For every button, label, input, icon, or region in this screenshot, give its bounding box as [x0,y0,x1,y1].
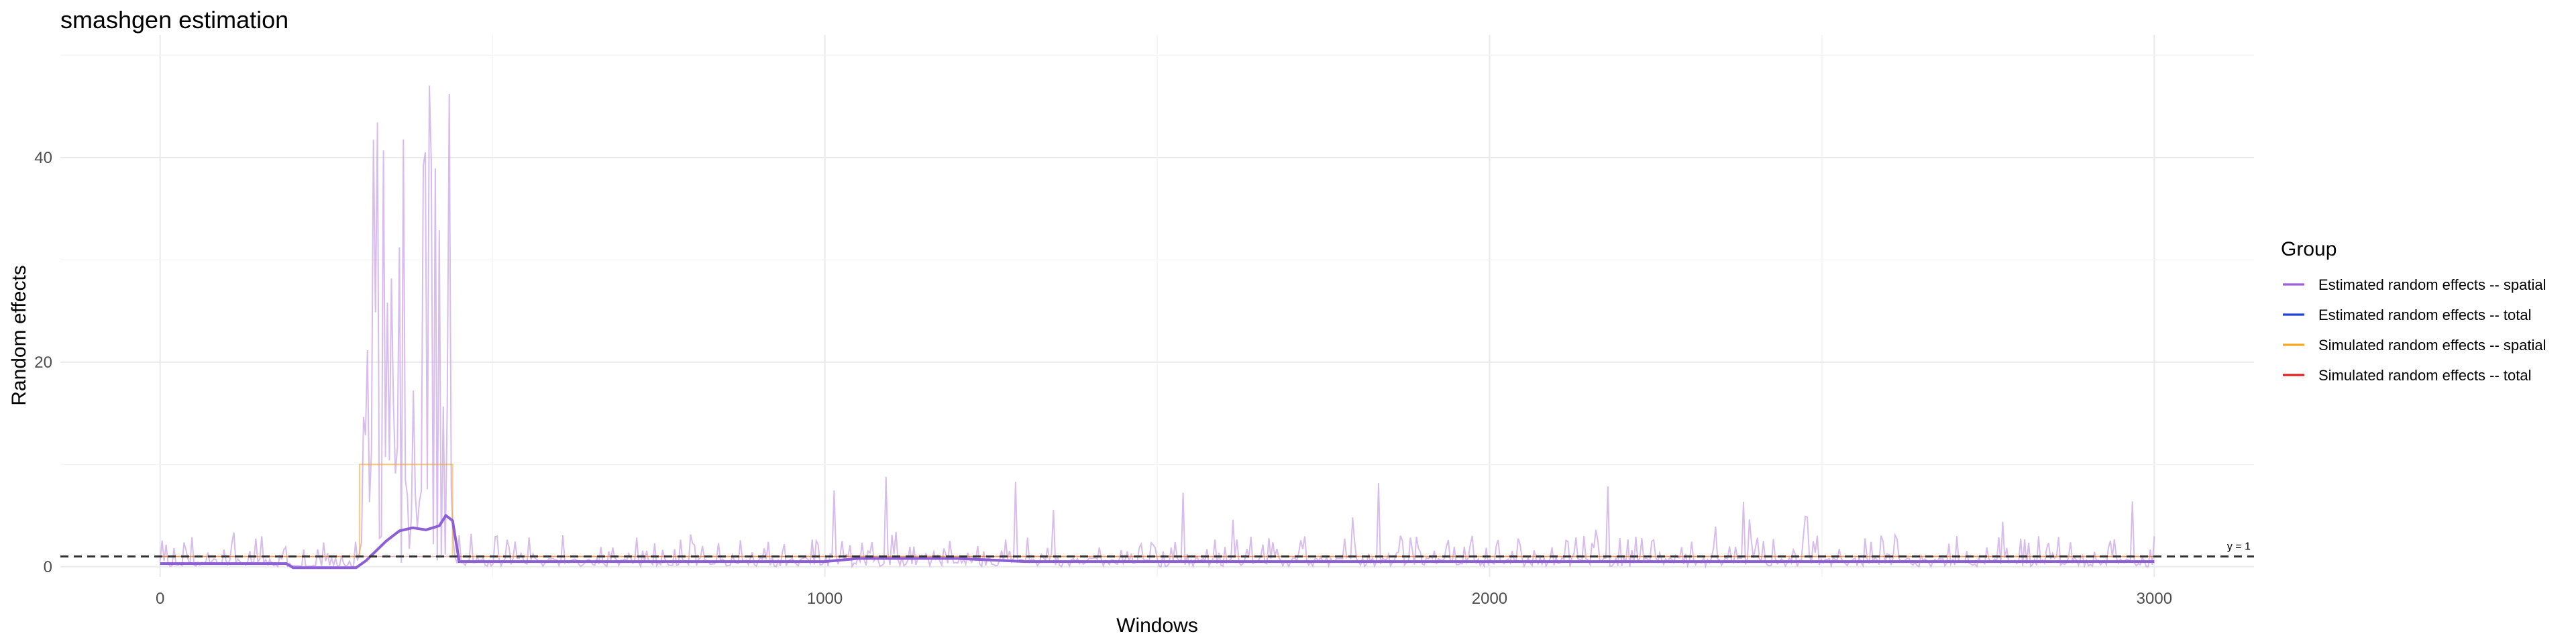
legend-label: Estimated random effects -- total [2318,307,2532,323]
y-tick-label: 40 [34,149,52,167]
legend: Group Estimated random effects -- spatia… [2281,238,2546,384]
x-tick-label: 0 [156,590,164,608]
x-tick-label: 1000 [807,590,843,608]
plot-title: smashgen estimation [60,6,288,34]
y-axis: 0 20 40 [34,149,52,576]
reference-line-label: y = 1 [2227,541,2251,553]
legend-label: Simulated random effects -- total [2318,367,2532,384]
reference-line-group: y = 1 [60,541,2254,558]
legend-title: Group [2281,238,2337,260]
legend-label: Estimated random effects -- spatial [2318,276,2546,293]
series-estimated-total-line [160,513,2155,570]
y-axis-title: Random effects [8,265,30,406]
legend-label: Simulated random effects -- spatial [2318,337,2546,354]
grid [60,35,2254,577]
y-tick-label: 20 [34,354,52,372]
x-tick-label: 3000 [2137,590,2172,608]
x-axis: 0 1000 2000 3000 [156,590,2172,608]
y-tick-label: 0 [44,558,52,576]
x-axis-title: Windows [1116,614,1198,637]
x-tick-label: 2000 [1472,590,1507,608]
